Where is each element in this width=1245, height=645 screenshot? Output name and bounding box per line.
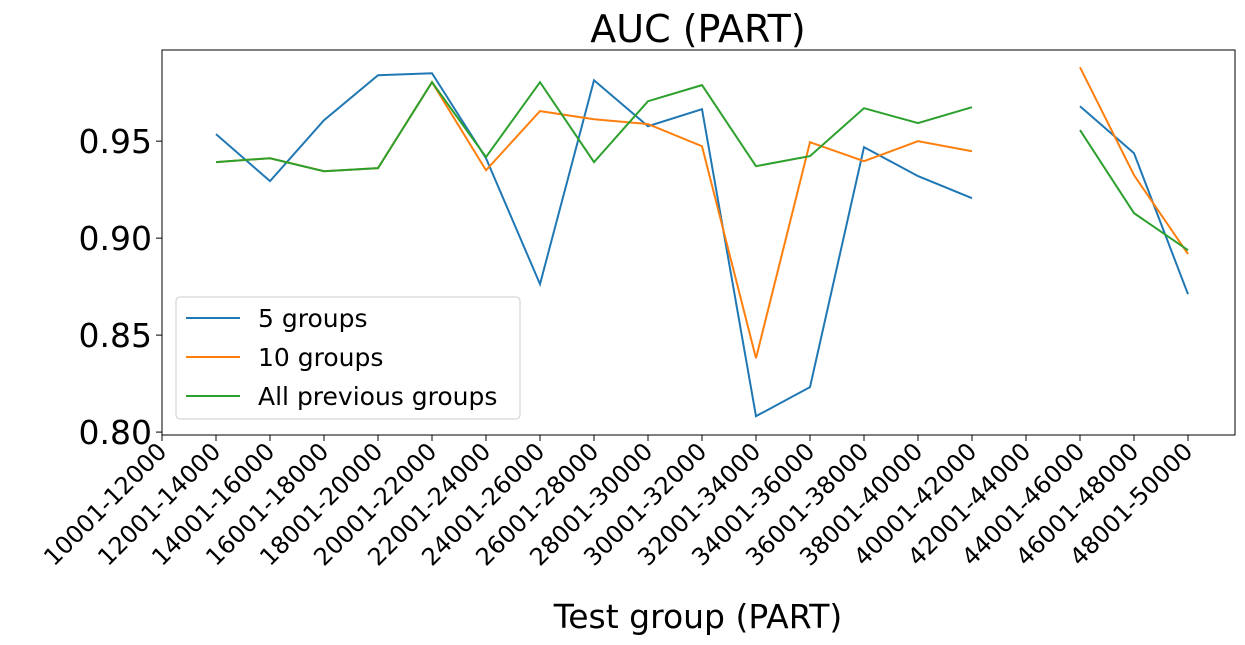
series-line (215, 72, 973, 418)
series-line (1079, 66, 1189, 255)
chart-title: AUC (PART) (590, 7, 805, 51)
y-tick-label: 0.95 (79, 122, 152, 161)
series-line (1079, 129, 1189, 251)
legend-box (175, 296, 521, 420)
series-line (215, 80, 973, 173)
x-axis-label: Test group (PART) (553, 597, 843, 636)
series-line (1079, 105, 1189, 295)
legend-label: 10 groups (258, 343, 383, 372)
y-tick-label: 0.90 (79, 219, 152, 258)
y-tick-label: 0.80 (79, 413, 152, 452)
plot-frame (161, 49, 1236, 436)
legend-label: 5 groups (258, 304, 368, 333)
legend-label: All previous groups (258, 382, 497, 411)
y-tick-label: 0.85 (79, 316, 152, 355)
